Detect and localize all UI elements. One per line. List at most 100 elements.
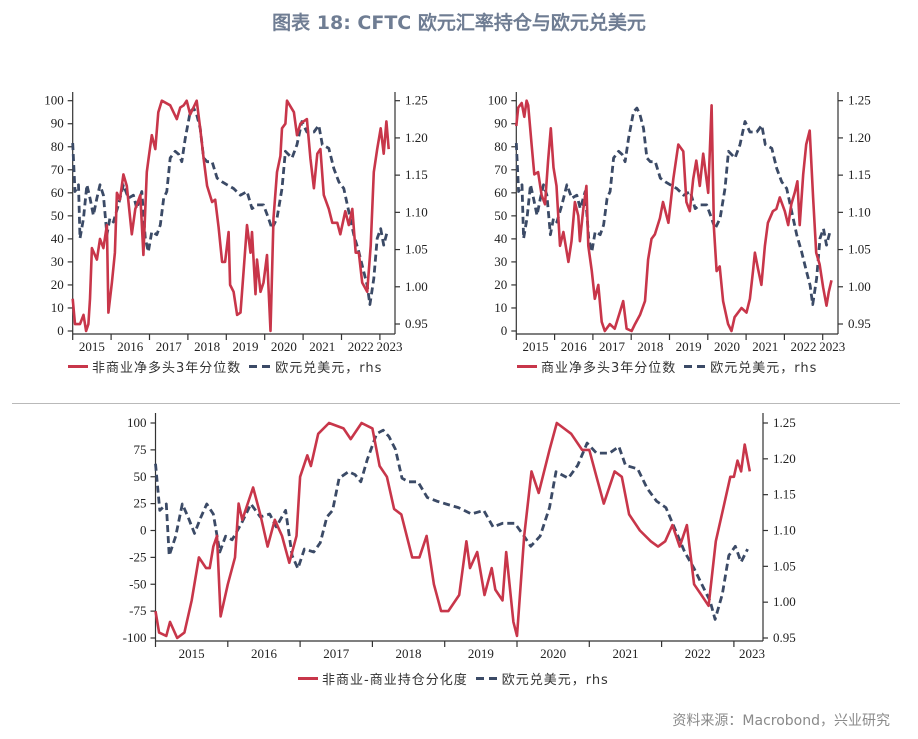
y-left-tick-label: 0 [501,323,508,338]
eurusd-line [71,106,389,306]
y-left-tick-label: -25 [129,549,146,564]
y-left-tick-label: 30 [51,254,64,269]
y-right-tick-label: 1.25 [405,93,428,108]
y-right-tick-label: 1.15 [773,487,796,502]
y-right-tick-label: 1.10 [848,204,871,219]
y-right-tick-label: 1.05 [848,242,871,257]
y-left-tick-label: 20 [494,277,507,292]
x-tick-label: 2020 [271,339,297,354]
x-tick-label: 2015 [522,339,548,354]
y-left-tick-label: 70 [494,162,507,177]
y-right-tick-label: 1.00 [405,279,428,294]
x-tick-label: 2016 [117,339,144,354]
y-right-tick-label: 1.20 [848,130,871,145]
y-right-tick-label: 1.15 [848,167,871,182]
x-tick-label: 2018 [194,339,220,354]
positioning-line [71,99,390,333]
y-right-tick-label: 1.00 [848,279,871,294]
legend-swatch-dashed [249,365,272,368]
y-right-tick-label: 0.95 [773,630,796,645]
chart-3: -100 -75 -50 -25 0 25 50 75 100 0.95 1.00 1.05 1.10 1… [123,413,796,661]
y-left-tick-label: 80 [494,139,507,154]
y-left-tick-label: 60 [494,185,507,200]
y-left-tick-label: -75 [129,603,146,618]
chart-1: 0 10 20 30 40 50 60 70 80 90 100 0.95 1.00 1.05 1.10 1.… [44,92,428,354]
x-tick-label: 2019 [676,339,702,354]
x-tick-label: 2021 [752,339,778,354]
x-tick-label: 2022 [791,339,817,354]
y-left-tick-label: 25 [134,496,147,511]
x-tick-label: 2022 [348,339,374,354]
legend-label: 欧元兑美元，rhs [275,361,383,376]
y-left-tick-label: 50 [51,208,64,223]
x-tick-label: 2017 [599,339,626,354]
legend-swatch-solid [68,365,88,368]
y-left-tick-label: 100 [488,93,508,108]
y-left-tick-label: 40 [494,231,507,246]
y-right-tick-label: 1.05 [773,558,796,573]
y-right-tick-label: 1.05 [405,242,428,257]
divider [12,403,900,404]
x-tick-label: 2021 [309,339,335,354]
y-right-tick-label: 1.10 [773,523,796,538]
y-right-tick-label: 0.95 [405,316,428,331]
positioning-line [515,99,833,333]
x-tick-label: 2020 [714,339,740,354]
x-tick-label: 2016 [251,646,278,661]
y-right-tick-label: 1.20 [405,130,428,145]
y-right-tick-label: 0.95 [848,316,871,331]
y-left-tick-label: 50 [494,208,507,223]
legend-label: 非商业净多头3年分位数 [92,361,242,376]
y-right-tick-label: 1.15 [405,167,428,182]
legend-chart-3: 非商业-商业持仓分化度 欧元兑美元，rhs [298,669,609,688]
x-tick-label: 2019 [233,339,259,354]
source-note: 资料来源：Macrobond，兴业研究 [672,713,890,729]
legend-swatch-solid [298,677,318,680]
y-left-tick-label: 50 [134,469,147,484]
x-tick-label: 2017 [156,339,183,354]
y-right-tick-label: 1.10 [405,204,428,219]
chart-2: 0 10 20 30 40 50 60 70 80 90 100 0.95 1.00 1.05 1.10 1.… [488,92,871,354]
legend-chart-2: 商业净多头3年分位数 欧元兑美元，rhs [517,357,817,376]
y-left-tick-label: -50 [129,576,146,591]
x-tick-label: 2023 [377,339,403,354]
y-left-tick-label: -100 [123,630,147,645]
y-left-tick-label: 0 [140,523,147,538]
legend-label: 非商业-商业持仓分化度 [322,673,468,688]
y-left-tick-label: 75 [134,442,147,457]
x-tick-label: 2018 [396,646,422,661]
legend-swatch-dashed [475,677,498,680]
legend-label: 商业净多头3年分位数 [541,361,677,376]
y-left-tick-label: 10 [494,300,507,315]
figure-title: 图表 18: CFTC 欧元汇率持仓与欧元兑美元 [272,12,646,34]
y-right-tick-label: 1.25 [773,415,796,430]
y-left-tick-label: 40 [51,231,64,246]
positioning-line [154,421,752,640]
legend-label: 欧元兑美元，rhs [710,361,818,376]
y-left-tick-label: 0 [57,323,64,338]
legend-label: 欧元兑美元，rhs [501,673,609,688]
x-tick-label: 2017 [323,646,350,661]
y-left-tick-label: 30 [494,254,507,269]
x-tick-label: 2023 [739,646,765,661]
x-tick-label: 2022 [685,646,711,661]
x-tick-label: 2020 [540,646,566,661]
y-left-tick-label: 20 [51,277,64,292]
x-tick-label: 2019 [468,646,494,661]
x-tick-label: 2018 [637,339,663,354]
x-tick-label: 2015 [79,339,105,354]
y-left-tick-label: 90 [494,116,507,131]
legend-swatch-dashed [684,365,707,368]
y-right-tick-label: 1.20 [773,451,796,466]
y-left-tick-label: 10 [51,300,64,315]
x-tick-label: 2016 [561,339,588,354]
x-tick-label: 2021 [612,646,638,661]
y-left-tick-label: 90 [51,116,64,131]
legend-swatch-solid [517,365,537,368]
y-left-tick-label: 70 [51,162,64,177]
y-left-tick-label: 100 [127,415,147,430]
y-right-tick-label: 1.25 [848,93,871,108]
eurusd-line [514,106,832,306]
y-right-tick-label: 1.00 [773,594,796,609]
